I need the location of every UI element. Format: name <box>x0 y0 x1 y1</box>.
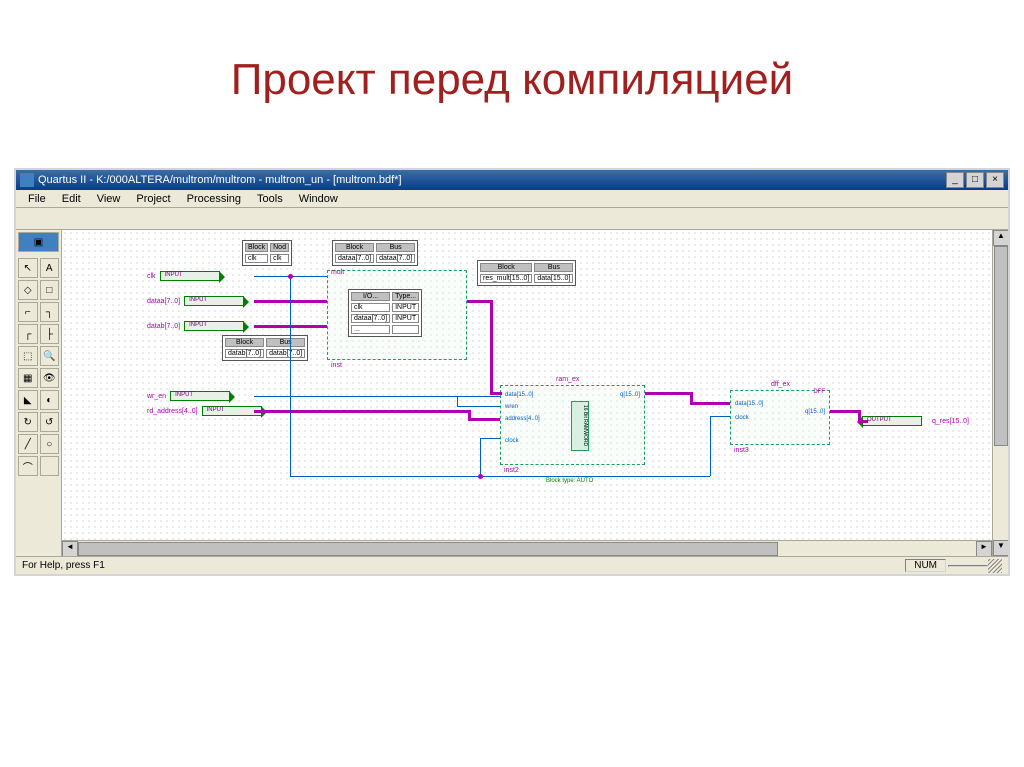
menu-project[interactable]: Project <box>128 191 178 207</box>
tool-rot-l[interactable]: ↻ <box>18 412 38 432</box>
wire-clk-dff-h <box>710 416 730 417</box>
node-clk-ram <box>478 474 483 479</box>
minimize-button[interactable]: _ <box>946 172 964 188</box>
menu-tools[interactable]: Tools <box>249 191 291 207</box>
bus-mult-out <box>467 300 492 303</box>
input-pin-rdaddr[interactable]: rd_address[4..0] INPUT <box>147 405 262 417</box>
input-pin-clk[interactable]: clk INPUT <box>147 270 220 282</box>
bus-to-dff <box>690 402 730 405</box>
tool-full[interactable]: ▦ <box>18 368 38 388</box>
statusbar: For Help, press F1 NUM <box>16 556 1008 574</box>
status-num: NUM <box>905 559 946 572</box>
menu-window[interactable]: Window <box>291 191 346 207</box>
bus-dff-out <box>830 410 860 413</box>
tool-ortho2[interactable]: ┐ <box>40 302 60 322</box>
slide-title: Проект перед компиляцией <box>0 0 1024 135</box>
menu-file[interactable]: File <box>20 191 54 207</box>
app-icon <box>20 173 34 187</box>
block-table-dataa[interactable]: BlockBus dataa[7..0]dataa[7..0] <box>332 240 418 266</box>
block-table-clk[interactable]: BlockNod clkclk <box>242 240 292 266</box>
menubar: File Edit View Project Processing Tools … <box>16 190 1008 208</box>
menu-view[interactable]: View <box>89 191 129 207</box>
tool-flip-h[interactable]: ◣ <box>18 390 38 410</box>
tool-flip-v[interactable]: ◐ <box>40 390 60 410</box>
wire-wren-h2 <box>457 406 500 407</box>
scrollbar-horizontal[interactable]: ◄ ► <box>62 540 992 556</box>
tool-block[interactable]: □ <box>40 280 60 300</box>
window-title: Quartus II - K:/000ALTERA/multrom/multro… <box>38 174 946 186</box>
bus-mult-down <box>490 300 493 392</box>
bus-dff-out-v <box>858 410 861 420</box>
bus-to-output <box>858 420 868 423</box>
menu-processing[interactable]: Processing <box>179 191 249 207</box>
wire-wren-v <box>457 396 458 406</box>
wire-clk-ram-h <box>480 438 500 439</box>
menu-edit[interactable]: Edit <box>54 191 89 207</box>
tool-pointer[interactable]: ↖ <box>18 258 38 278</box>
input-pin-wren[interactable]: wr_en INPUT <box>147 390 230 402</box>
node-clk <box>288 274 293 279</box>
output-pin-qres[interactable]: OUTPUT q_res[15..0] <box>862 415 973 427</box>
close-button[interactable]: × <box>986 172 1004 188</box>
wire-clk-down <box>290 276 291 476</box>
tool-empty <box>40 456 60 476</box>
status-empty <box>948 565 988 567</box>
resize-grip[interactable] <box>988 559 1002 573</box>
schematic-canvas[interactable]: BlockNod clkclk BlockBus dataa[7..0]data… <box>62 230 1008 556</box>
titlebar[interactable]: Quartus II - K:/000ALTERA/multrom/multro… <box>16 170 1008 190</box>
tool-bus[interactable]: ├ <box>40 324 60 344</box>
component-mult[interactable]: mult I/O...Type... clkINPUT dataa[7..0]I… <box>327 270 467 360</box>
block-table-resmult[interactable]: BlockBus res_mult[15..0]data[15..0] <box>477 260 576 286</box>
bus-addr <box>254 410 470 413</box>
tool-symbol[interactable]: ◇ <box>18 280 38 300</box>
tool-node[interactable]: ┌ <box>18 324 38 344</box>
scrollbar-vertical[interactable]: ▲ ▼ <box>992 230 1008 556</box>
maximize-button[interactable]: □ <box>966 172 984 188</box>
tool-arc[interactable]: ⌒ <box>18 456 38 476</box>
wire-clk-to-ram <box>480 438 481 476</box>
tool-oval[interactable]: ○ <box>40 434 60 454</box>
block-table-datab[interactable]: BlockBus datab[7..0]datab[7..0] <box>222 335 308 361</box>
tool-line[interactable]: ╱ <box>18 434 38 454</box>
bus-ram-out-v <box>690 392 693 402</box>
palette-header-icon: ▣ <box>18 232 59 252</box>
tool-zoom[interactable]: 🔍 <box>40 346 60 366</box>
component-dff[interactable]: dff_ex DFF data[15..0] clock q[15..0] in… <box>730 390 830 445</box>
ram-core-icon: 16 Bit RAMWORD <box>571 401 589 451</box>
bus-addr-h2 <box>468 418 500 421</box>
tool-rubber[interactable]: ⬚ <box>18 346 38 366</box>
bus-ram-out <box>645 392 692 395</box>
bus-to-ram-data <box>490 392 502 395</box>
input-pin-datab[interactable]: datab[7..0] INPUT <box>147 320 244 332</box>
app-window: Quartus II - K:/000ALTERA/multrom/multro… <box>14 168 1010 576</box>
tool-palette: ▣ ↖A ◇□ ⌐┐ ┌├ ⬚🔍 ▦👁 ◣◐ ↻↺ ╱○ ⌒ <box>16 230 62 556</box>
bus-addr-v <box>468 410 471 418</box>
tool-text[interactable]: A <box>40 258 60 278</box>
wire-clk-to-dff <box>710 416 711 476</box>
input-pin-dataa[interactable]: dataa[7..0] INPUT <box>147 295 244 307</box>
toolbar <box>16 208 1008 230</box>
component-ram[interactable]: ram_ex data[15..0] wren address[4..0] cl… <box>500 385 645 465</box>
wire-clk-bottom <box>290 476 710 477</box>
tool-ortho1[interactable]: ⌐ <box>18 302 38 322</box>
tool-rot-r[interactable]: ↺ <box>40 412 60 432</box>
status-help-text: For Help, press F1 <box>22 560 903 571</box>
tool-find[interactable]: 👁 <box>40 368 60 388</box>
